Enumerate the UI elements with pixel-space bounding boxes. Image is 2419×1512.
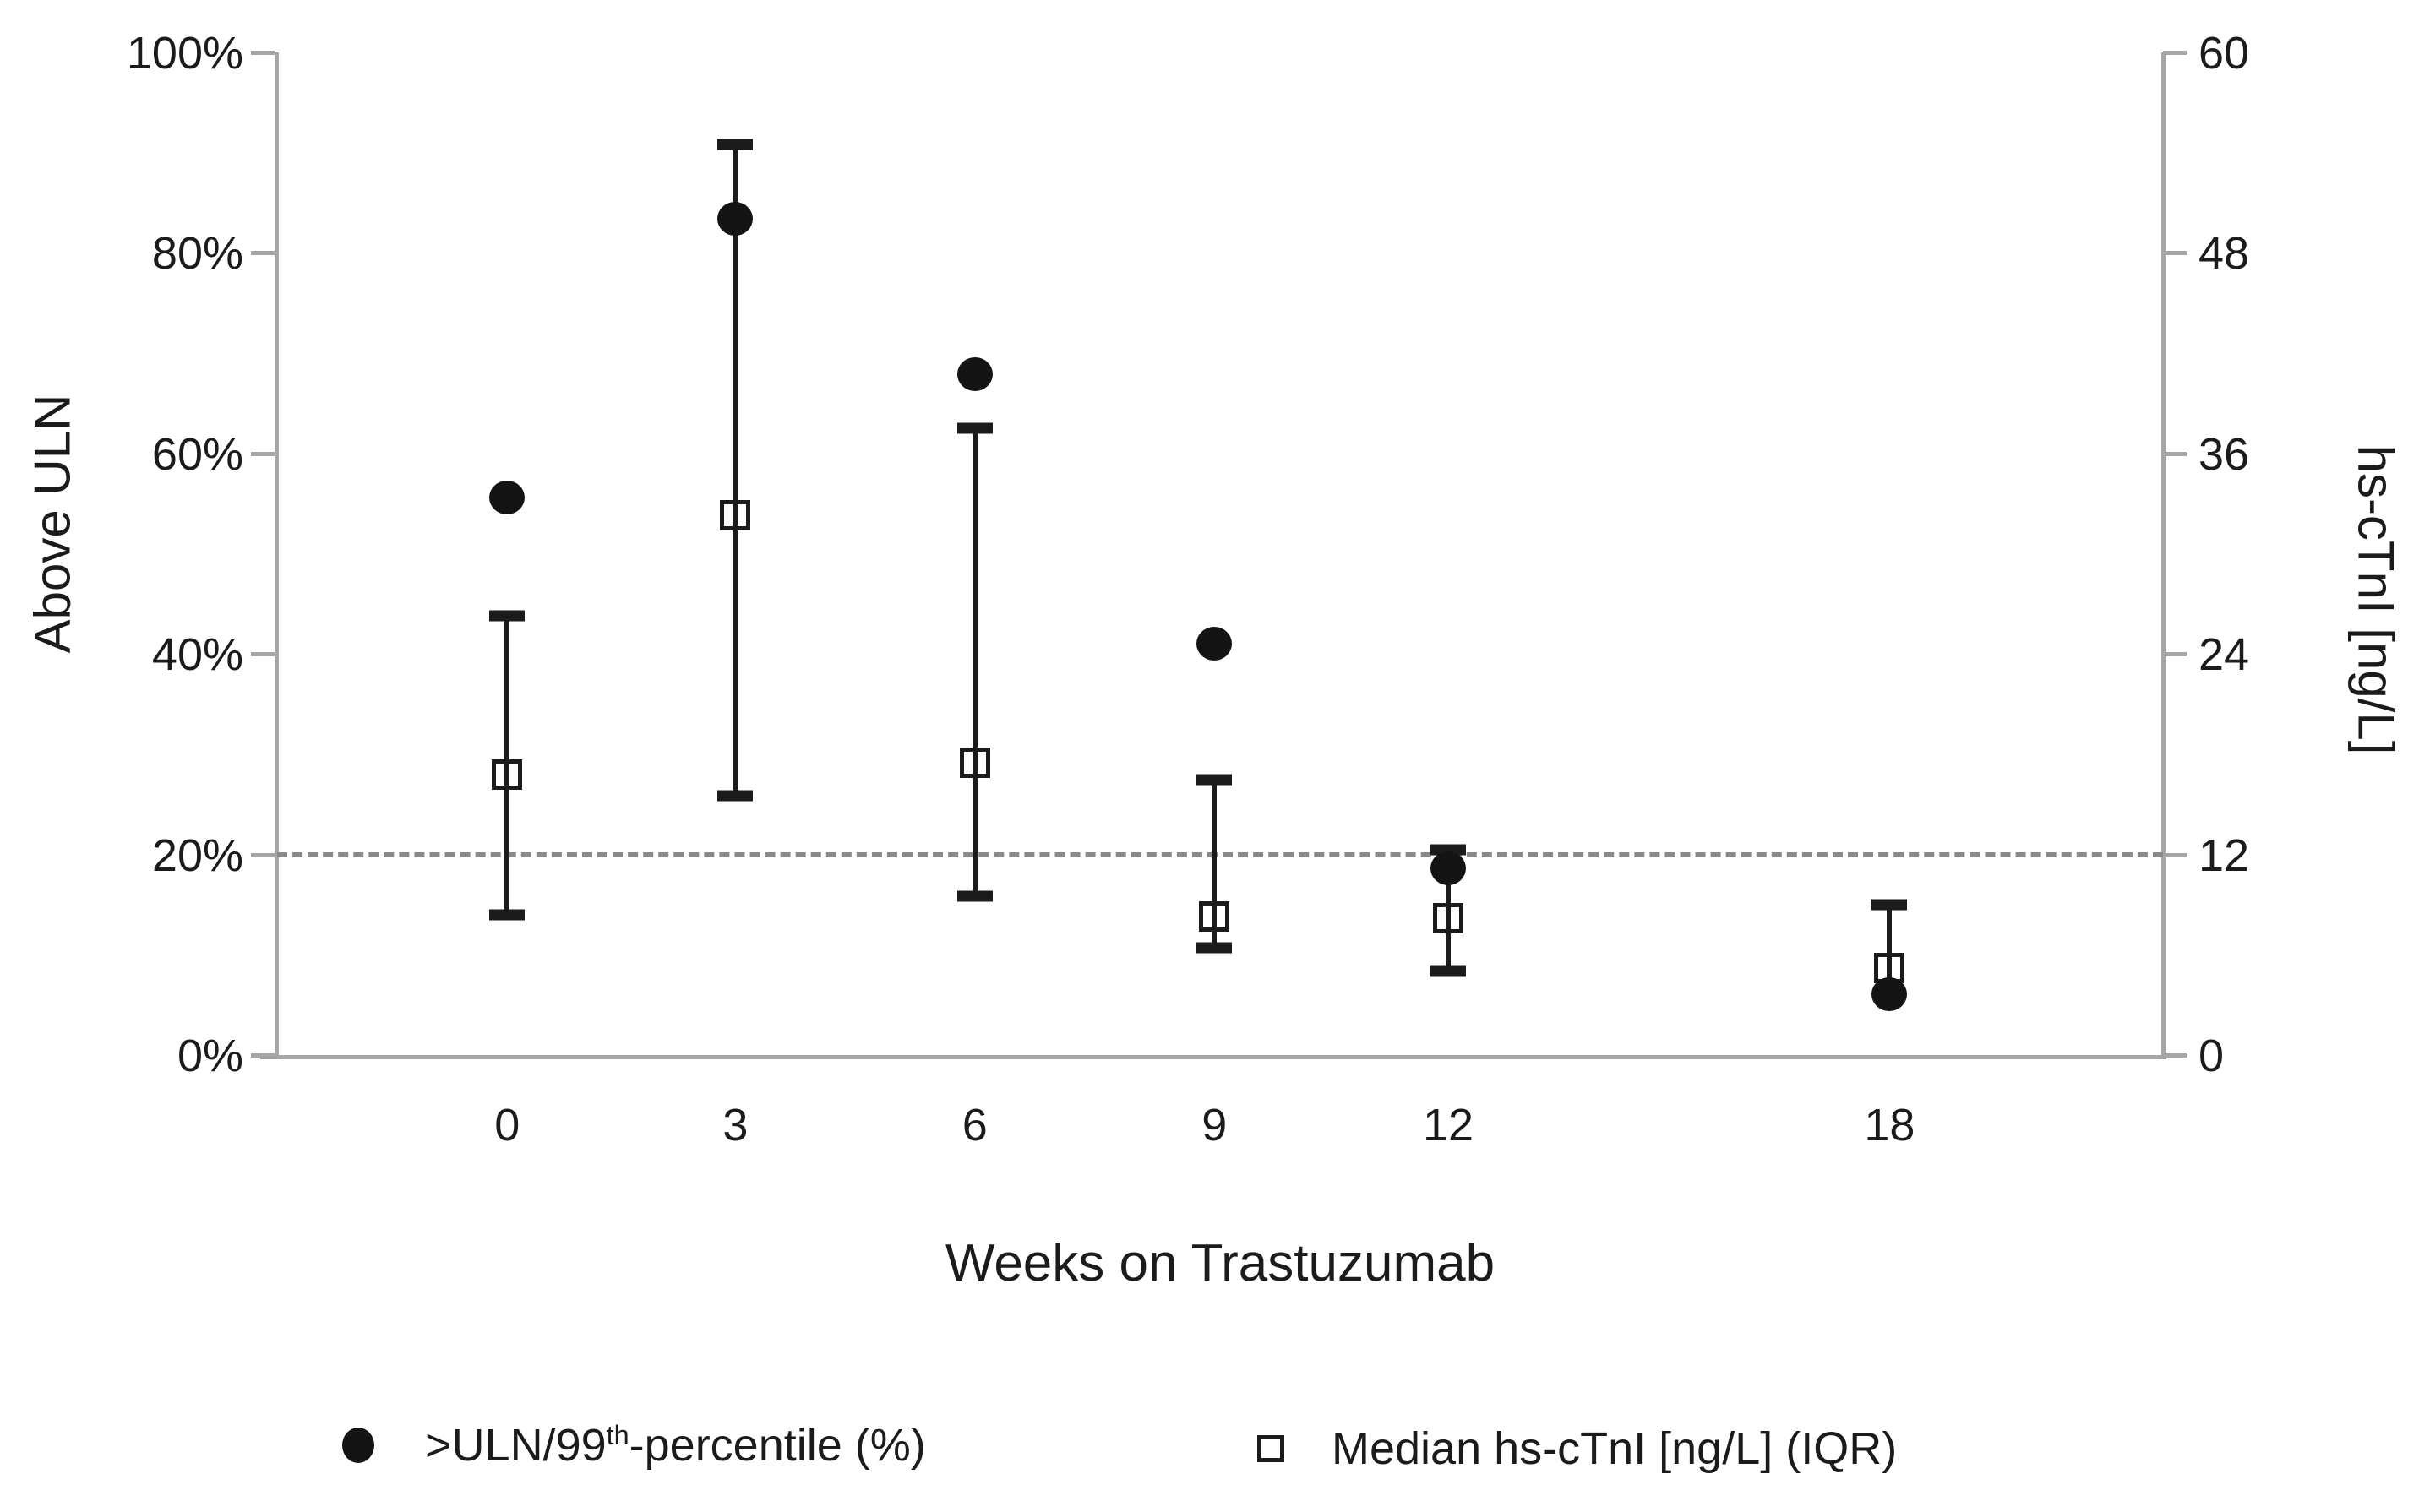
x-axis-title: Weeks on Trastuzumab <box>945 1234 1496 1292</box>
y-right-tick-label: 0 <box>2198 1031 2225 1081</box>
x-tick-label: 12 <box>1423 1100 1474 1150</box>
y-right-tick <box>2163 852 2187 857</box>
y-left-tick <box>251 1053 275 1058</box>
y-left-tick <box>251 451 275 456</box>
legend-item-median: Median hs-cTnI [ng/L] (IQR) <box>1257 1422 1897 1475</box>
y-left-tick-label: 40% <box>151 629 243 681</box>
y-left-tick-label: 0% <box>177 1031 243 1081</box>
y-right-tick-label: 12 <box>2198 829 2250 881</box>
y-right-tick-label: 24 <box>2198 629 2250 681</box>
uln-circle-marker <box>1430 851 1467 886</box>
y-left-axis-title: Above ULN <box>24 394 81 654</box>
x-tick-label: 3 <box>722 1100 749 1150</box>
y-left-tick-label: 100% <box>126 28 243 79</box>
uln-circle-marker <box>1871 976 1908 1011</box>
y-left-tick <box>251 51 275 55</box>
plot-area: 100% 60 80% 48 60% 36 40% 24 20% 12 0% 0 0 3 6 9 12 18 <box>127 30 2249 1148</box>
y-left-tick-label: 60% <box>151 428 243 480</box>
y-left-tick-label: 20% <box>151 829 243 881</box>
median-square-marker <box>1433 902 1464 933</box>
legend: >ULN/99th-percentile (%) Median hs-cTnI … <box>0 1385 2419 1512</box>
filled-circle-icon <box>342 1428 374 1463</box>
y-right-tick <box>2163 51 2187 55</box>
iqr-high-cap <box>489 610 526 622</box>
iqr-high-cap <box>717 139 754 150</box>
median-square-marker <box>720 499 751 530</box>
iqr-low-cap <box>717 790 754 802</box>
reference-dashed-line <box>277 851 2163 857</box>
y-right-axis-title: hs-cTnI [ng/L] <box>2347 444 2405 755</box>
uln-circle-marker <box>489 481 526 515</box>
x-tick-label: 9 <box>1201 1100 1228 1150</box>
median-square-marker <box>492 759 523 790</box>
y-right-tick <box>2163 1053 2187 1058</box>
uln-circle-marker <box>1196 627 1233 661</box>
x-tick-label: 6 <box>962 1100 988 1150</box>
uln-circle-marker <box>717 202 754 237</box>
y-right-tick-label: 48 <box>2198 228 2250 280</box>
iqr-whisker <box>1212 779 1218 949</box>
y-right-axis-line <box>2161 52 2166 1057</box>
iqr-low-cap <box>956 890 993 902</box>
open-square-icon <box>1257 1435 1284 1462</box>
median-square-marker <box>1199 900 1230 932</box>
y-left-tick <box>251 652 275 657</box>
iqr-high-cap <box>1430 844 1467 856</box>
x-axis-line <box>260 1055 2166 1059</box>
x-tick-label: 18 <box>1864 1100 1915 1150</box>
y-right-tick <box>2163 251 2187 256</box>
iqr-whisker <box>733 144 738 797</box>
median-square-marker <box>959 747 990 778</box>
y-right-tick-label: 36 <box>2198 428 2250 480</box>
iqr-high-cap <box>956 422 993 434</box>
legend-label-median: Median hs-cTnI [ng/L] (IQR) <box>1332 1423 1898 1474</box>
legend-label-uln: >ULN/99th-percentile (%) <box>425 1420 926 1471</box>
iqr-low-cap <box>1430 965 1467 977</box>
y-left-tick <box>251 852 275 857</box>
y-left-axis-line <box>275 52 279 1057</box>
iqr-whisker <box>504 615 510 915</box>
iqr-whisker <box>972 428 978 897</box>
iqr-high-cap <box>1196 774 1233 786</box>
iqr-whisker <box>1446 849 1452 972</box>
iqr-high-cap <box>1871 899 1908 911</box>
legend-item-uln: >ULN/99th-percentile (%) <box>342 1419 926 1471</box>
iqr-low-cap <box>1196 942 1233 954</box>
y-right-tick <box>2163 652 2187 657</box>
x-tick-label: 0 <box>494 1100 520 1150</box>
uln-circle-marker <box>956 357 993 392</box>
y-right-tick-label: 60 <box>2198 28 2250 79</box>
iqr-low-cap <box>489 909 526 921</box>
y-left-tick-label: 80% <box>151 228 243 280</box>
y-right-tick <box>2163 451 2187 456</box>
y-left-tick <box>251 251 275 256</box>
